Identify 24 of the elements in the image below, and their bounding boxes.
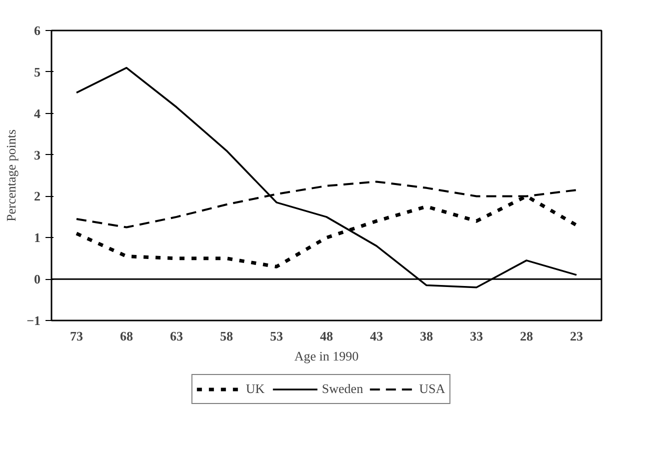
y-tick-label: 6 [34,23,41,38]
y-axis-title: Percentage points [4,129,19,222]
legend-label: USA [419,380,446,396]
x-tick-label: 28 [520,328,534,344]
y-tick-label: 2 [34,188,40,204]
x-tick-label: 48 [320,328,334,344]
y-tick-label: −1 [26,313,41,328]
legend-label: Sweden [322,380,364,396]
x-tick-label: 43 [370,328,384,344]
x-tick-label: 63 [170,328,184,344]
y-tick-label: 0 [34,272,40,287]
legend-label: UK [246,380,266,396]
x-tick-label: 33 [470,328,484,344]
x-axis-title: Age in 1990 [294,348,359,364]
x-tick-label: 68 [120,328,134,344]
x-tick-label: 73 [70,328,84,344]
y-tick-label: 5 [34,64,41,80]
x-tick-label: 23 [570,328,584,344]
y-tick-label: 1 [34,230,40,246]
x-tick-label: 53 [270,328,284,344]
x-tick-label: 38 [420,328,434,344]
y-tick-label: 3 [34,147,41,162]
y-tick-label: 4 [34,106,41,121]
x-tick-label: 58 [220,328,234,344]
